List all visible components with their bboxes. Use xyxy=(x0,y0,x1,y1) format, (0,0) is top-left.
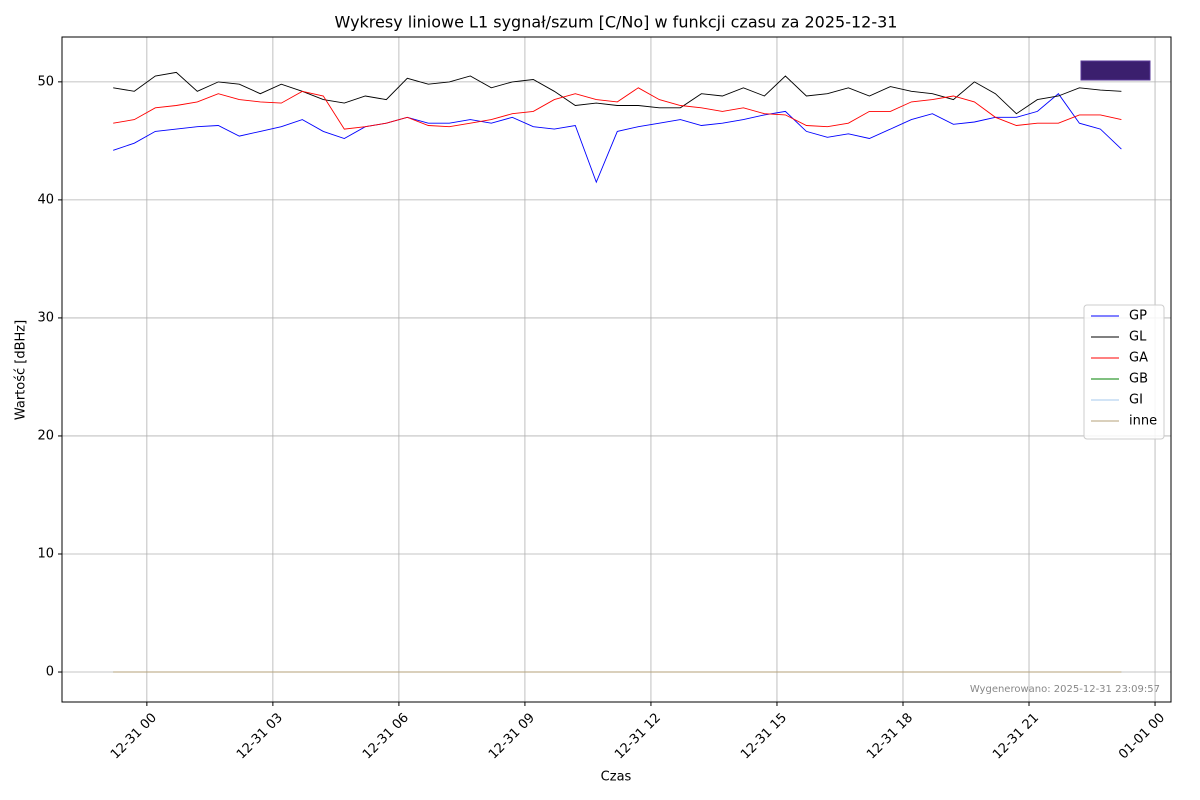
series-line xyxy=(113,93,1122,184)
x-axis-label: Czas xyxy=(601,770,632,785)
plot-area xyxy=(62,37,1171,702)
y-tick-label: 50 xyxy=(37,74,54,89)
series-line xyxy=(113,71,1122,115)
annotation: Wygenerowano: 2025-12-31 23:09:57 xyxy=(970,684,1160,695)
y-tick-label: 20 xyxy=(37,428,54,443)
y-tick-label: 0 xyxy=(46,665,54,680)
legend-label: GL xyxy=(1129,330,1147,345)
legend: GP GL GA GB GI inne xyxy=(1083,304,1165,440)
legend-label: GA xyxy=(1129,351,1148,366)
y-tick-label: 30 xyxy=(37,310,54,325)
legend-box xyxy=(1083,304,1165,440)
series-line xyxy=(113,87,1122,130)
legend-label: inne xyxy=(1129,414,1157,429)
legend-label: GB xyxy=(1129,372,1148,387)
logo xyxy=(1080,60,1151,81)
y-axis-label: Wartość [dBHz] xyxy=(14,320,29,420)
chart-title: Wykresy liniowe L1 sygnał/szum [C/No] w … xyxy=(335,13,898,32)
legend-label: GI xyxy=(1129,393,1143,408)
y-tick-label: 10 xyxy=(37,546,54,561)
legend-label: GP xyxy=(1129,309,1147,324)
y-tick-label: 40 xyxy=(37,192,54,207)
axes-frame xyxy=(61,36,1172,703)
